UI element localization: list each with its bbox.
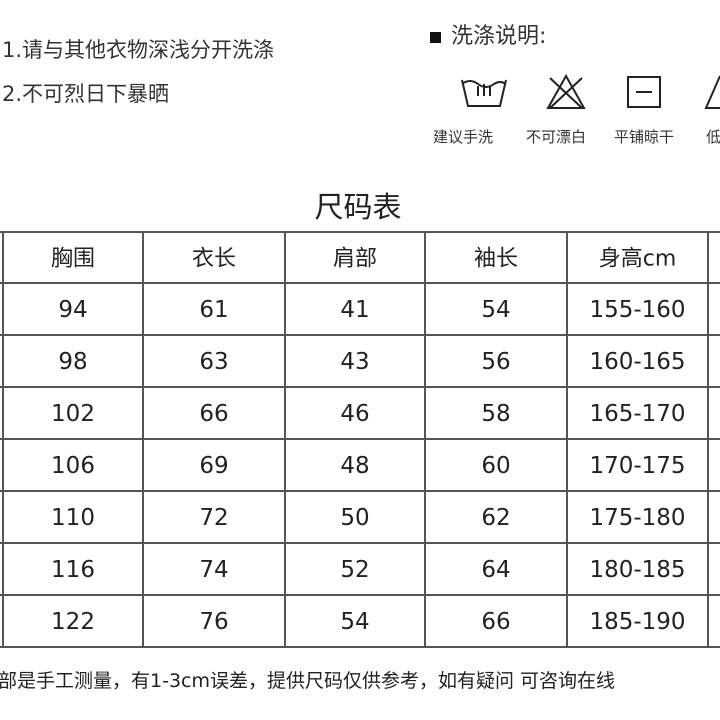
table-cell: 122	[51, 609, 95, 635]
header-cell: 袖长	[474, 247, 518, 272]
table-cell: 98	[58, 349, 87, 375]
table-cell: 63	[199, 349, 228, 375]
table-cell: 74	[199, 557, 228, 583]
table-title: 尺码表	[314, 190, 402, 224]
table-cell: 46	[340, 401, 369, 427]
table-cell: 155-160	[589, 297, 685, 323]
wash-icons	[461, 73, 720, 109]
header-cell: 肩部	[333, 247, 377, 272]
icon-label: 不可漂白	[526, 128, 587, 146]
table-cell: 41	[340, 297, 369, 323]
icon-label: 建议手洗	[433, 128, 494, 146]
table-cell: 180-185	[589, 557, 685, 583]
table-cell: 185-190	[589, 609, 685, 635]
table-cell: 160-165	[589, 349, 685, 375]
table-cell: 76	[199, 609, 228, 635]
table-cell: 61	[199, 297, 228, 323]
table-cell: 60	[481, 453, 510, 479]
icon-label: 低	[706, 128, 720, 146]
table-cell: 58	[481, 401, 510, 427]
icon-label: 平铺晾干	[614, 128, 675, 146]
table-cell: 66	[199, 401, 228, 427]
table-cell: 52	[340, 557, 369, 583]
table-cell: 69	[199, 453, 228, 479]
hand-wash-icon	[461, 79, 507, 107]
table-cell: 64	[481, 557, 510, 583]
table-cell: 94	[58, 297, 87, 323]
table-cell: 43	[340, 349, 369, 375]
table-cell: 116	[51, 557, 95, 583]
table-cell: 110	[51, 505, 95, 531]
table-cell: 72	[199, 505, 228, 531]
table-cell: 170-175	[589, 453, 685, 479]
header-cell: 衣长	[192, 247, 236, 272]
no-bleach-icon	[546, 73, 586, 109]
hand-wash-hand	[477, 84, 491, 96]
table-cell: 56	[481, 349, 510, 375]
flat-dry-icon	[627, 76, 661, 108]
care-note: 1.请与其他衣物深浅分开洗涤	[2, 38, 275, 62]
table-cell: 62	[481, 505, 510, 531]
table-cell: 165-170	[589, 401, 685, 427]
table-cell: 54	[481, 297, 510, 323]
table-cell: 48	[340, 453, 369, 479]
table-cell: 106	[51, 453, 95, 479]
header-cell: 胸围	[51, 247, 95, 272]
footer-note: 部是手工测量，有1-3cm误差，提供尺码仅供参考，如有疑问 可咨询在线	[0, 670, 616, 692]
table-cell: 102	[51, 401, 95, 427]
care-note: 2.不可烈日下暴晒	[2, 82, 170, 106]
table-cell: 50	[340, 505, 369, 531]
header-cell: 身高cm	[599, 247, 677, 272]
iron-icon	[704, 75, 720, 109]
table-cell: 54	[340, 609, 369, 635]
washing-title: 洗涤说明:	[430, 18, 546, 50]
table-cell: 175-180	[589, 505, 685, 531]
table-cell: 66	[481, 609, 510, 635]
